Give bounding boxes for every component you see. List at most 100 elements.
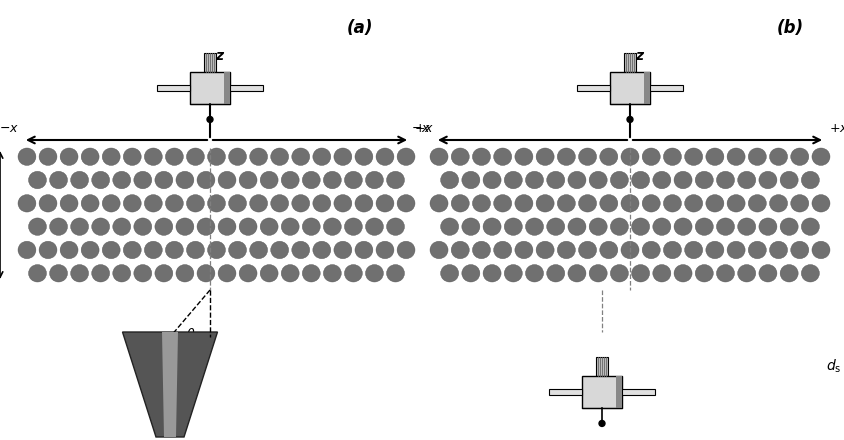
Ellipse shape bbox=[610, 264, 629, 282]
Text: $+x$: $+x$ bbox=[829, 122, 844, 135]
Ellipse shape bbox=[92, 171, 110, 189]
Ellipse shape bbox=[812, 241, 830, 259]
FancyBboxPatch shape bbox=[609, 72, 651, 104]
Ellipse shape bbox=[123, 194, 141, 212]
Ellipse shape bbox=[250, 148, 268, 165]
Ellipse shape bbox=[738, 218, 755, 235]
Text: (a): (a) bbox=[347, 19, 373, 37]
Ellipse shape bbox=[770, 148, 787, 165]
Ellipse shape bbox=[387, 218, 404, 235]
Ellipse shape bbox=[578, 241, 597, 259]
Ellipse shape bbox=[250, 194, 268, 212]
Ellipse shape bbox=[600, 194, 618, 212]
Ellipse shape bbox=[504, 218, 522, 235]
Ellipse shape bbox=[557, 194, 576, 212]
Ellipse shape bbox=[313, 194, 331, 212]
Ellipse shape bbox=[187, 241, 204, 259]
Ellipse shape bbox=[515, 241, 533, 259]
Ellipse shape bbox=[176, 171, 194, 189]
Ellipse shape bbox=[239, 171, 257, 189]
FancyBboxPatch shape bbox=[644, 72, 651, 104]
Ellipse shape bbox=[621, 148, 639, 165]
Ellipse shape bbox=[218, 264, 236, 282]
Ellipse shape bbox=[441, 171, 458, 189]
Ellipse shape bbox=[29, 171, 46, 189]
Text: $+x$: $+x$ bbox=[414, 122, 434, 135]
Ellipse shape bbox=[727, 194, 745, 212]
Ellipse shape bbox=[684, 148, 703, 165]
Ellipse shape bbox=[430, 148, 448, 165]
Ellipse shape bbox=[652, 218, 671, 235]
Ellipse shape bbox=[441, 264, 458, 282]
Ellipse shape bbox=[271, 194, 289, 212]
Ellipse shape bbox=[547, 264, 565, 282]
Ellipse shape bbox=[759, 218, 777, 235]
Ellipse shape bbox=[29, 264, 46, 282]
Ellipse shape bbox=[123, 241, 141, 259]
Ellipse shape bbox=[113, 218, 131, 235]
Ellipse shape bbox=[134, 264, 152, 282]
Ellipse shape bbox=[589, 171, 607, 189]
Ellipse shape bbox=[134, 218, 152, 235]
Ellipse shape bbox=[113, 264, 131, 282]
Ellipse shape bbox=[334, 194, 352, 212]
FancyBboxPatch shape bbox=[190, 72, 230, 104]
Circle shape bbox=[207, 117, 213, 122]
Text: $\theta_i$: $\theta_i$ bbox=[186, 327, 198, 343]
Ellipse shape bbox=[717, 171, 734, 189]
Ellipse shape bbox=[652, 171, 671, 189]
Ellipse shape bbox=[430, 194, 448, 212]
Ellipse shape bbox=[483, 218, 501, 235]
Ellipse shape bbox=[801, 218, 820, 235]
Ellipse shape bbox=[717, 264, 734, 282]
Ellipse shape bbox=[334, 148, 352, 165]
Ellipse shape bbox=[684, 194, 703, 212]
Text: z: z bbox=[215, 49, 223, 63]
Ellipse shape bbox=[674, 218, 692, 235]
Ellipse shape bbox=[387, 264, 404, 282]
Ellipse shape bbox=[102, 194, 120, 212]
Ellipse shape bbox=[430, 241, 448, 259]
Ellipse shape bbox=[165, 194, 183, 212]
Ellipse shape bbox=[663, 148, 681, 165]
Ellipse shape bbox=[376, 148, 394, 165]
Ellipse shape bbox=[39, 194, 57, 212]
Ellipse shape bbox=[376, 241, 394, 259]
Ellipse shape bbox=[197, 264, 215, 282]
Ellipse shape bbox=[600, 148, 618, 165]
FancyBboxPatch shape bbox=[625, 53, 636, 72]
FancyBboxPatch shape bbox=[622, 389, 655, 396]
Ellipse shape bbox=[801, 264, 820, 282]
Ellipse shape bbox=[218, 218, 236, 235]
Ellipse shape bbox=[738, 264, 755, 282]
Ellipse shape bbox=[812, 194, 830, 212]
Ellipse shape bbox=[462, 171, 480, 189]
Ellipse shape bbox=[208, 241, 225, 259]
Ellipse shape bbox=[144, 194, 162, 212]
Ellipse shape bbox=[176, 218, 194, 235]
Ellipse shape bbox=[812, 148, 830, 165]
Ellipse shape bbox=[663, 194, 681, 212]
Ellipse shape bbox=[102, 148, 120, 165]
Ellipse shape bbox=[302, 218, 320, 235]
Ellipse shape bbox=[568, 171, 586, 189]
Polygon shape bbox=[122, 332, 218, 437]
Ellipse shape bbox=[81, 194, 99, 212]
Ellipse shape bbox=[695, 218, 713, 235]
Ellipse shape bbox=[526, 218, 544, 235]
Ellipse shape bbox=[473, 194, 490, 212]
Ellipse shape bbox=[155, 218, 173, 235]
Ellipse shape bbox=[568, 218, 586, 235]
Ellipse shape bbox=[176, 264, 194, 282]
Ellipse shape bbox=[547, 171, 565, 189]
Ellipse shape bbox=[71, 171, 89, 189]
FancyBboxPatch shape bbox=[582, 376, 622, 408]
Ellipse shape bbox=[50, 264, 68, 282]
Ellipse shape bbox=[387, 171, 404, 189]
Ellipse shape bbox=[706, 194, 724, 212]
Ellipse shape bbox=[526, 171, 544, 189]
Ellipse shape bbox=[39, 148, 57, 165]
Ellipse shape bbox=[155, 171, 173, 189]
Ellipse shape bbox=[631, 218, 650, 235]
Ellipse shape bbox=[187, 194, 204, 212]
